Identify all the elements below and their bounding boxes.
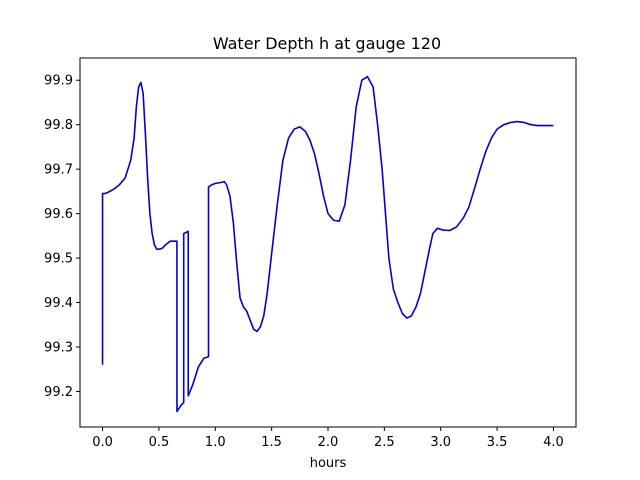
- y-tick-label: 99.9: [44, 74, 73, 89]
- x-tick-label: 2.0: [318, 435, 339, 450]
- plot-area: [101, 75, 554, 413]
- series-line-0: [101, 75, 554, 413]
- x-tick-label: 0.5: [149, 435, 170, 450]
- y-axis: 99.2 99.3 99.4 99.5 99.6 99.7 99.8 99.9: [44, 74, 80, 400]
- x-tick-label: 4.0: [543, 435, 564, 450]
- x-tick-label: 3.5: [487, 435, 508, 450]
- chart-title: Water Depth h at gauge 120: [213, 34, 441, 53]
- y-tick-label: 99.8: [44, 118, 73, 133]
- x-tick-label: 1.0: [205, 435, 226, 450]
- y-tick-label: 99.4: [44, 296, 73, 311]
- x-tick-label: 2.5: [374, 435, 395, 450]
- y-tick-label: 99.2: [44, 385, 73, 400]
- x-tick-label: 3.0: [430, 435, 451, 450]
- y-tick-label: 99.3: [44, 340, 73, 355]
- x-axis: 0.0 0.5 1.0 1.5 2.0 2.5 3.0 3.5 4.0: [92, 427, 564, 450]
- y-tick-label: 99.5: [44, 252, 73, 267]
- x-axis-label: hours: [310, 456, 347, 471]
- y-tick-label: 99.7: [44, 163, 73, 178]
- x-tick-label: 1.5: [261, 435, 282, 450]
- plot-frame: [79, 57, 577, 428]
- x-tick-label: 0.0: [92, 435, 113, 450]
- y-tick-label: 99.6: [44, 207, 73, 222]
